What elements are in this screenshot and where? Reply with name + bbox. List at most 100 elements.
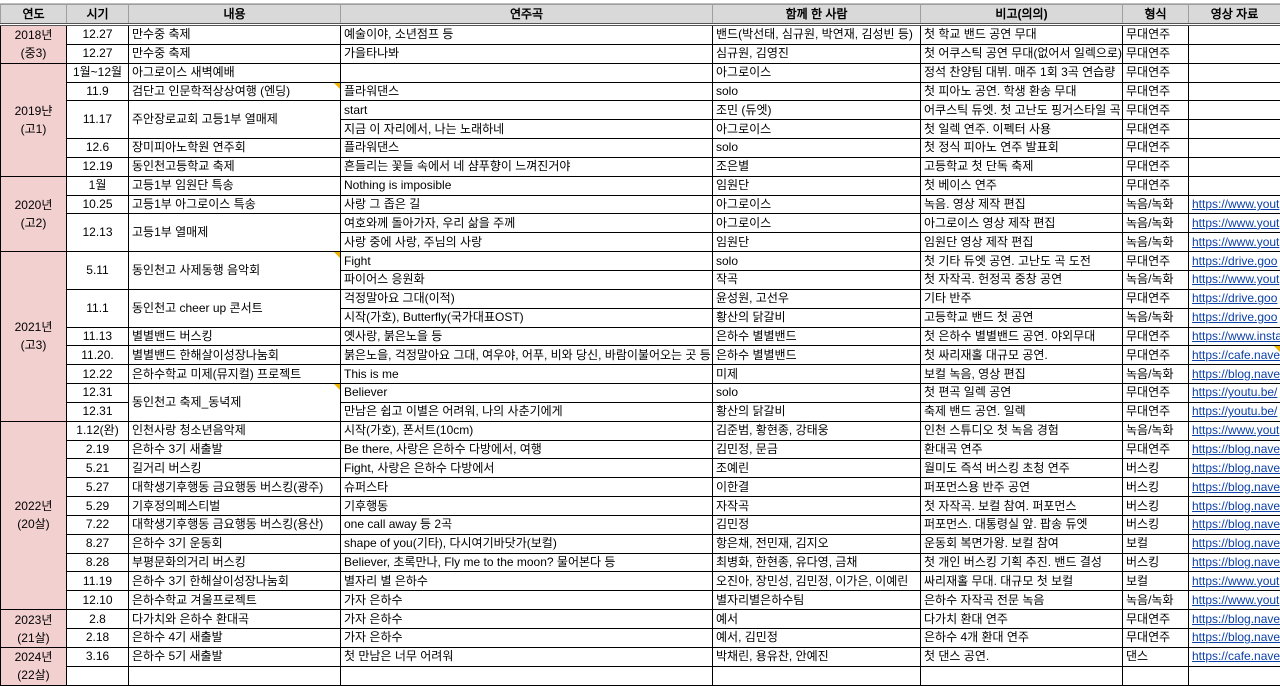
header-with[interactable]: 함께 한 사람	[713, 5, 921, 25]
date-cell[interactable]: 12.10	[67, 591, 129, 610]
event-cell[interactable]: 검단고 인문학적상상여행 (엔딩)	[129, 82, 341, 101]
year-cell[interactable]: 2021년 (고3)	[1, 252, 67, 422]
date-cell[interactable]: 12.22	[67, 365, 129, 384]
date-cell[interactable]: 12.31	[67, 402, 129, 421]
video-link-cell[interactable]	[1189, 176, 1280, 195]
songs-cell[interactable]: 옛사랑, 붉은노을 등	[341, 327, 713, 346]
year-cell[interactable]: 2024년 (22살)	[1, 647, 67, 685]
note-cell[interactable]: 첫 피아노 공연. 학생 환송 무대	[921, 82, 1123, 101]
video-link[interactable]: https://drive.goo	[1192, 310, 1277, 324]
video-link-cell[interactable]: https://blog.nave	[1189, 459, 1280, 478]
songs-cell[interactable]: Fight	[341, 252, 713, 271]
video-link-cell[interactable]: https://blog.nave	[1189, 534, 1280, 553]
note-cell[interactable]: 녹음. 영상 제작 편집	[921, 195, 1123, 214]
event-cell[interactable]: 다가치와 은하수 환대곡	[129, 610, 341, 629]
note-cell[interactable]: 은하수 4개 환대 연주	[921, 629, 1123, 648]
video-link-cell[interactable]: https://youtu.be/	[1189, 384, 1280, 403]
event-cell[interactable]: 별별밴드 한해살이성장나눔회	[129, 346, 341, 365]
event-cell[interactable]: 주안장로교회 고등1부 열매제	[129, 101, 341, 139]
with-cell[interactable]: 아그로이스	[713, 63, 921, 82]
songs-cell[interactable]: 가자 은하수	[341, 591, 713, 610]
note-cell[interactable]	[921, 666, 1123, 685]
video-link-cell[interactable]: https://drive.goo	[1189, 252, 1280, 271]
with-cell[interactable]: 밴드(박선태, 심규원, 박연재, 김성빈 등)	[713, 25, 921, 45]
video-link[interactable]: https://drive.goo	[1192, 291, 1277, 305]
header-songs[interactable]: 연주곡	[341, 5, 713, 25]
format-cell[interactable]: 무대연주	[1123, 120, 1189, 139]
event-cell[interactable]: 은하수 5기 새출발	[129, 647, 341, 666]
songs-cell[interactable]: 가을타나봐	[341, 44, 713, 63]
note-cell[interactable]: 첫 개인 버스킹 기획 추진. 밴드 결성	[921, 553, 1123, 572]
note-cell[interactable]: 보컬 녹음, 영상 편집	[921, 365, 1123, 384]
comment-indicator-icon[interactable]	[334, 252, 340, 258]
note-cell[interactable]: 아그로이스 영상 제작 편집	[921, 214, 1123, 233]
format-cell[interactable]: 버스킹	[1123, 515, 1189, 534]
note-cell[interactable]: 첫 자작곡. 보컬 참여. 퍼포먼스	[921, 497, 1123, 516]
year-cell[interactable]: 2019냔 (고1)	[1, 63, 67, 176]
format-cell[interactable]: 버스킹	[1123, 553, 1189, 572]
format-cell[interactable]: 무대연주	[1123, 629, 1189, 648]
date-cell[interactable]: 10.25	[67, 195, 129, 214]
video-link-cell[interactable]: https://www.yout	[1189, 572, 1280, 591]
event-cell[interactable]: 고등1부 아그로이스 특송	[129, 195, 341, 214]
video-link-cell[interactable]: https://www.yout	[1189, 195, 1280, 214]
date-cell[interactable]: 11.13	[67, 327, 129, 346]
date-cell[interactable]: 5.11	[67, 252, 129, 290]
date-cell[interactable]: 12.6	[67, 139, 129, 158]
format-cell[interactable]: 녹음/녹화	[1123, 195, 1189, 214]
songs-cell[interactable]: start	[341, 101, 713, 120]
with-cell[interactable]	[713, 666, 921, 685]
video-link-cell[interactable]: https://blog.nave	[1189, 515, 1280, 534]
format-cell[interactable]: 무대연주	[1123, 289, 1189, 308]
note-cell[interactable]: 월미도 즉석 버스킹 초청 연주	[921, 459, 1123, 478]
date-cell[interactable]: 7.22	[67, 515, 129, 534]
video-link[interactable]: https://www.yout	[1192, 593, 1279, 607]
event-cell[interactable]	[129, 666, 341, 685]
header-format[interactable]: 형식	[1123, 5, 1189, 25]
video-link[interactable]: https://cafe.nave	[1192, 649, 1280, 663]
video-link-cell[interactable]: https://www.yout	[1189, 270, 1280, 289]
video-link[interactable]: https://drive.goo	[1192, 254, 1277, 268]
songs-cell[interactable]: Believer	[341, 384, 713, 403]
songs-cell[interactable]: 사랑 중에 사랑, 주님의 사랑	[341, 233, 713, 252]
format-cell[interactable]: 무대연주	[1123, 346, 1189, 365]
with-cell[interactable]: 아그로이스	[713, 195, 921, 214]
format-cell[interactable]: 댄스	[1123, 647, 1189, 666]
with-cell[interactable]: solo	[713, 252, 921, 271]
with-cell[interactable]: 임원단	[713, 176, 921, 195]
date-cell[interactable]: 11.20.	[67, 346, 129, 365]
date-cell[interactable]: 11.1	[67, 289, 129, 327]
with-cell[interactable]: 박채린, 용유찬, 안예진	[713, 647, 921, 666]
note-cell[interactable]: 첫 어쿠스틱 공연 무대(없어서 일렉으로)	[921, 44, 1123, 63]
date-cell[interactable]: 12.19	[67, 157, 129, 176]
header-event[interactable]: 내용	[129, 5, 341, 25]
date-cell[interactable]: 5.27	[67, 478, 129, 497]
songs-cell[interactable]: 가자 은하수	[341, 629, 713, 648]
event-cell[interactable]: 동인천고등학교 축제	[129, 157, 341, 176]
with-cell[interactable]: solo	[713, 139, 921, 158]
video-link-cell[interactable]	[1189, 120, 1280, 139]
video-link-cell[interactable]: https://blog.nave	[1189, 553, 1280, 572]
event-cell[interactable]: 은하수 4기 새출발	[129, 629, 341, 648]
format-cell[interactable]: 무대연주	[1123, 82, 1189, 101]
date-cell[interactable]: 1월	[67, 176, 129, 195]
with-cell[interactable]: 자작곡	[713, 497, 921, 516]
note-cell[interactable]: 운동회 복면가왕. 보컬 참여	[921, 534, 1123, 553]
video-link-cell[interactable]: https://www.yout	[1189, 233, 1280, 252]
format-cell[interactable]: 녹음/녹화	[1123, 308, 1189, 327]
date-cell[interactable]	[67, 666, 129, 685]
video-link-cell[interactable]	[1189, 25, 1280, 45]
date-cell[interactable]: 2.8	[67, 610, 129, 629]
event-cell[interactable]: 기후정의페스티벌	[129, 497, 341, 516]
header-video[interactable]: 영상 자료	[1189, 5, 1280, 25]
event-cell[interactable]: 장미피아노학원 연주회	[129, 139, 341, 158]
video-link[interactable]: https://youtu.be/	[1192, 385, 1277, 399]
date-cell[interactable]: 3.16	[67, 647, 129, 666]
with-cell[interactable]: 예서, 김민정	[713, 629, 921, 648]
video-link-cell[interactable]: https://cafe.nave	[1189, 647, 1280, 666]
video-link-cell[interactable]	[1189, 44, 1280, 63]
date-cell[interactable]: 12.27	[67, 25, 129, 45]
with-cell[interactable]: 별자리별은하수팀	[713, 591, 921, 610]
video-link-cell[interactable]: https://youtu.be/	[1189, 402, 1280, 421]
with-cell[interactable]: 조예린	[713, 459, 921, 478]
